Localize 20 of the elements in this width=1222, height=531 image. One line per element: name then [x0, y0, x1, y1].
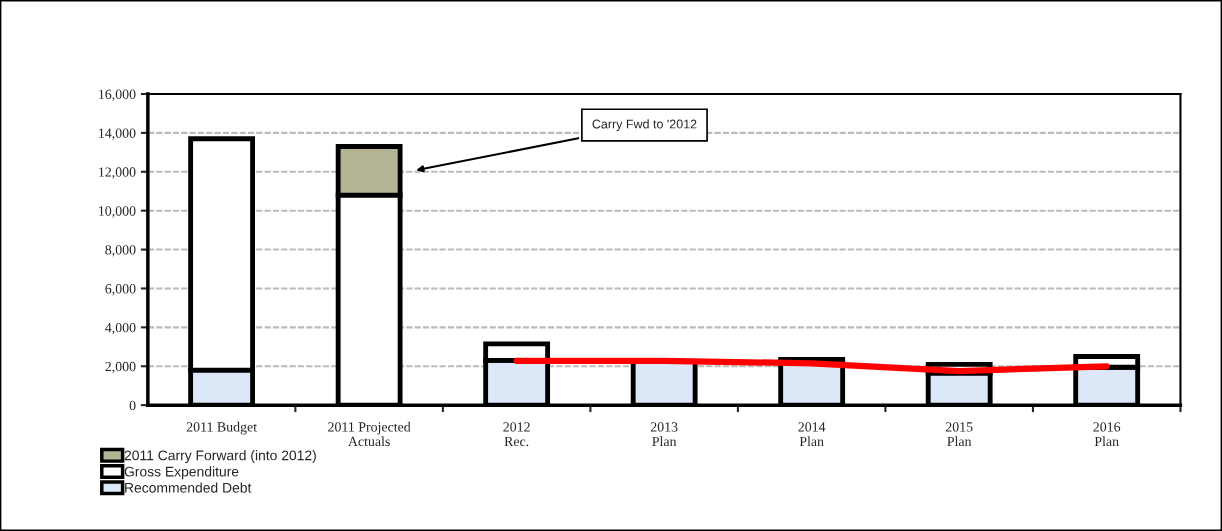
y-tick-label: 10,000	[99, 206, 136, 218]
y-tick-label: 2,000	[105, 361, 136, 374]
legend-label: 2011 Carry Forward (into 2012)	[124, 450, 316, 464]
x-tick-label: 2015 Plan	[945, 422, 973, 447]
x-tick-label: 2013 Plan	[650, 422, 678, 447]
legend-label: Recommended Debt	[125, 482, 252, 493]
y-tick-label: 14,000	[99, 128, 136, 140]
y-tick-label: 4,000	[105, 322, 136, 335]
x-tick-label: 2012 Rec.	[503, 422, 530, 447]
y-tick-label: 0	[129, 400, 136, 411]
x-tick-label: 2011 Projected Actuals	[328, 421, 411, 447]
annotation: Carry Fwd to '2012	[592, 119, 697, 131]
y-tick-label: 16,000	[99, 89, 136, 101]
x-tick-label: 2011 Budget	[186, 421, 257, 435]
x-tick-label: 2014 Plan	[798, 422, 826, 447]
y-tick-label: 8,000	[105, 245, 136, 257]
x-tick-label: 2016 Plan	[1093, 422, 1121, 447]
y-tick-label: 6,000	[105, 284, 136, 296]
y-tick-label: 12,000	[99, 167, 136, 179]
legend-label: Gross Expenditure	[124, 466, 239, 480]
